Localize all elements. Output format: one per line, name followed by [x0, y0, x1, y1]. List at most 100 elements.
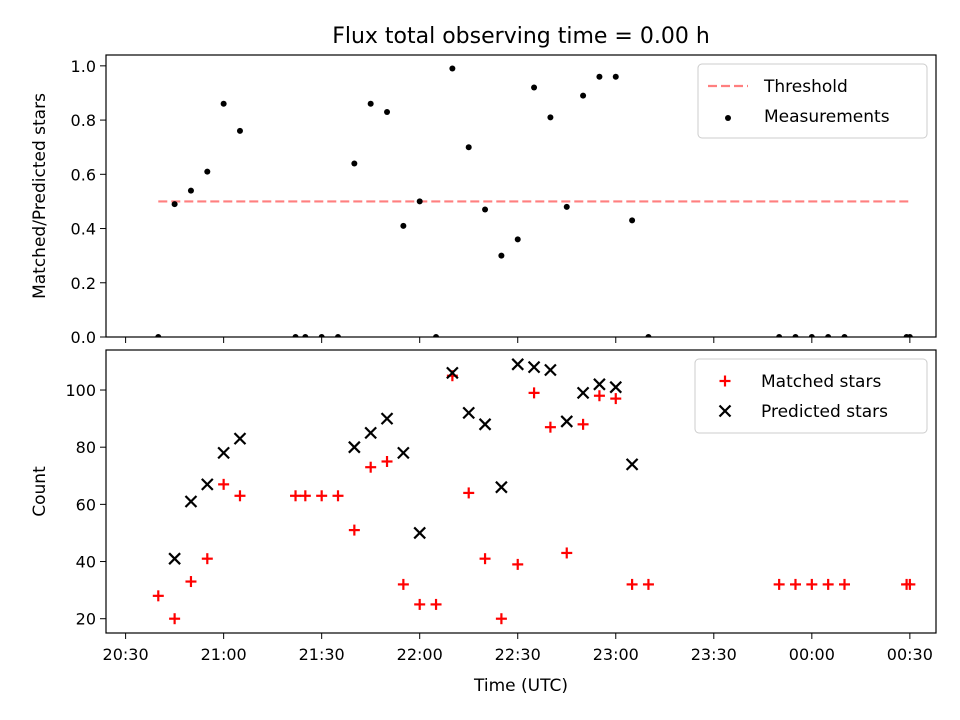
predicted-star-marker [397, 446, 410, 460]
plot-area [152, 358, 916, 625]
predicted-star-marker [217, 446, 230, 460]
y-axis-label: Count [30, 466, 50, 517]
y-tick-label: 100 [65, 381, 96, 400]
matched-star-marker [642, 578, 654, 590]
matched-star-marker [169, 613, 181, 625]
measurement-point [302, 334, 309, 337]
y-tick-label: 0.0 [71, 328, 96, 347]
x-tick-label: 22:30 [495, 645, 541, 664]
predicted-star-marker [511, 358, 525, 371]
x-tick-label: 00:30 [887, 645, 933, 664]
predicted-star-marker [495, 480, 508, 494]
measurement-point [187, 187, 194, 194]
measurement-point [629, 217, 636, 224]
legend-matched-swatch [719, 375, 731, 387]
measurement-point [547, 114, 554, 121]
matched-star-marker [290, 490, 302, 502]
matched-star-marker [463, 487, 475, 499]
chart-title: Flux total observing time = 0.00 h [332, 24, 710, 49]
measurement-point [841, 334, 848, 337]
axes-frame [105, 54, 937, 338]
x-tick-label: 22:00 [397, 645, 443, 664]
legend-measurement-swatch [725, 115, 731, 121]
predicted-star-marker [233, 432, 247, 445]
matched-star-marker [626, 578, 638, 590]
measurement-point [792, 334, 799, 337]
measurement-point [531, 84, 538, 91]
predicted-star-marker [446, 366, 459, 380]
x-tick-label: 23:00 [593, 645, 639, 664]
x-tick-label: 00:00 [789, 645, 835, 664]
legend-label: Threshold [763, 77, 848, 97]
measurement-point [580, 92, 587, 99]
predicted-star-marker [348, 440, 361, 454]
legend-label: Matched stars [761, 372, 881, 392]
y-tick-label: 0.4 [71, 220, 96, 239]
measurement-point [236, 127, 243, 134]
matched-star-marker [806, 578, 818, 590]
matched-star-marker [185, 576, 197, 588]
legend-box [697, 63, 928, 139]
legend: Threshold Measurements [697, 63, 928, 139]
legend-predicted-swatch [718, 404, 732, 418]
measurement-point [220, 100, 227, 107]
predicted-star-marker [593, 378, 606, 391]
measurement-point [155, 334, 162, 337]
y-tick-label: 0.6 [71, 165, 96, 184]
matched-star-marker [773, 578, 785, 590]
matched-star-marker [577, 418, 589, 430]
predicted-star-marker [462, 406, 475, 420]
measurement-point [612, 73, 619, 80]
measurement-point [498, 252, 505, 259]
matched-star-marker [528, 387, 540, 399]
predicted-star-marker [168, 552, 181, 565]
measurement-point [384, 108, 391, 115]
predicted-star-marker [364, 426, 377, 440]
matched-star-marker [593, 390, 605, 402]
matched-star-marker [414, 598, 426, 610]
predicted-star-marker [413, 526, 426, 540]
predicted-star-marker [576, 386, 590, 400]
y-tick-label: 0.8 [71, 111, 96, 130]
y-tick-label: 1.0 [71, 57, 96, 76]
measurement-point [433, 334, 440, 337]
matched-star-marker [348, 524, 360, 536]
measurement-point [514, 236, 521, 243]
legend-box [694, 358, 928, 434]
measurement-point [367, 100, 374, 107]
legend-label: Measurements [764, 107, 890, 127]
x-tick-label: 21:30 [299, 645, 345, 664]
y-tick-label: 0.2 [71, 274, 96, 293]
measurement-point [563, 203, 570, 210]
y-axis-label: Matched/Predicted stars [30, 93, 50, 299]
matched-star-marker [381, 455, 393, 467]
y-tick-label: 20 [76, 610, 96, 629]
matched-star-marker [152, 590, 164, 602]
plot-area [155, 65, 913, 337]
matched-star-marker [839, 578, 851, 590]
measurement-point [825, 334, 832, 337]
matched-star-marker [365, 461, 377, 473]
matched-star-marker [789, 578, 801, 590]
predicted-star-marker [625, 458, 639, 471]
matched-star-marker [822, 578, 834, 590]
ratio-panel: 0.0 0.2 0.4 0.6 0.8 1.0 Matched/Predicted star… [30, 54, 937, 347]
matched-star-marker [479, 553, 491, 565]
matched-star-marker [610, 393, 622, 405]
predicted-star-marker [380, 412, 394, 425]
count-panel: 20 40 60 80 100 20:30 21:00 21:30 22:00 22:30 23:0… [30, 349, 937, 664]
predicted-star-marker [560, 415, 574, 428]
measurement-point [596, 73, 603, 80]
measurement-point [171, 201, 178, 208]
matched-star-marker [201, 553, 213, 565]
measurement-point [465, 144, 472, 151]
matched-star-marker [218, 478, 230, 490]
measurement-point [645, 334, 652, 337]
matched-star-marker [234, 490, 246, 502]
y-tick-label: 80 [76, 438, 96, 457]
matched-star-marker [316, 490, 328, 502]
matched-star-marker [332, 490, 344, 502]
predicted-star-marker [184, 495, 198, 508]
matched-star-marker [561, 547, 573, 559]
predicted-star-marker [544, 363, 557, 377]
